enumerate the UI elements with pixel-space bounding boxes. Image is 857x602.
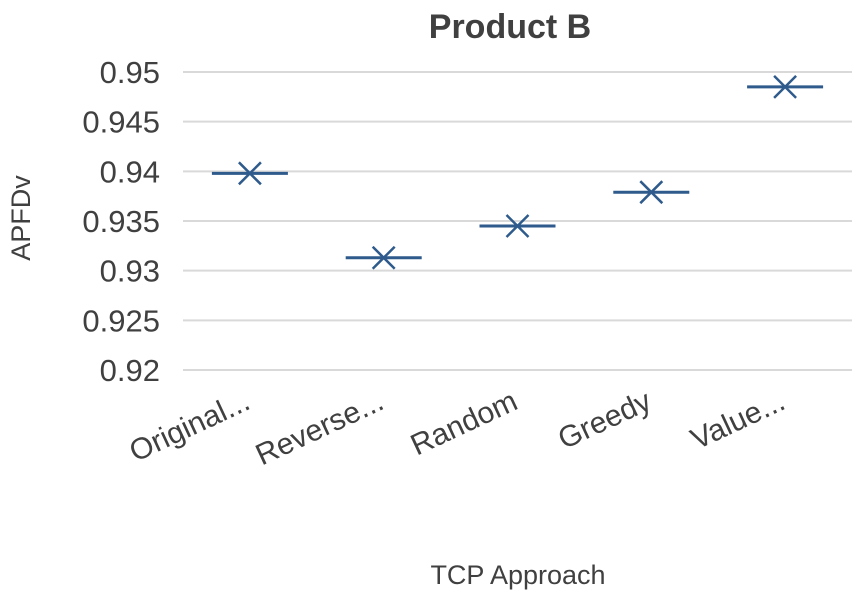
x-tick-label: Random [406, 384, 523, 462]
y-axis-title: APFDv [6, 175, 36, 261]
data-point [613, 180, 690, 205]
data-points [211, 75, 824, 270]
data-point [747, 75, 824, 99]
y-tick-label: 0.93 [100, 254, 160, 289]
data-point [345, 245, 422, 270]
data-point [479, 214, 556, 238]
chart-title: Product B [429, 8, 591, 46]
x-tick-label: Reverse... [251, 384, 389, 472]
y-tick-label: 0.92 [100, 353, 160, 388]
x-axis-title: TCP Approach [430, 560, 605, 590]
y-tick-label: 0.925 [82, 303, 160, 338]
y-tick-label: 0.945 [82, 105, 160, 140]
x-tick-label: Value... [686, 384, 790, 456]
y-tick-label: 0.935 [82, 204, 160, 239]
y-tick-label: 0.94 [100, 154, 160, 189]
data-point [211, 161, 288, 186]
x-tick-label: Greedy [553, 384, 656, 455]
y-axis-ticks: 0.92 0.925 0.93 0.935 0.94 0.945 0.95 [82, 55, 160, 388]
gridlines [183, 71, 852, 371]
x-axis-ticks: Original...Reverse... Random Greedy Value..… [125, 384, 791, 472]
x-tick-label: Original... [125, 384, 255, 468]
y-tick-label: 0.95 [100, 55, 160, 90]
